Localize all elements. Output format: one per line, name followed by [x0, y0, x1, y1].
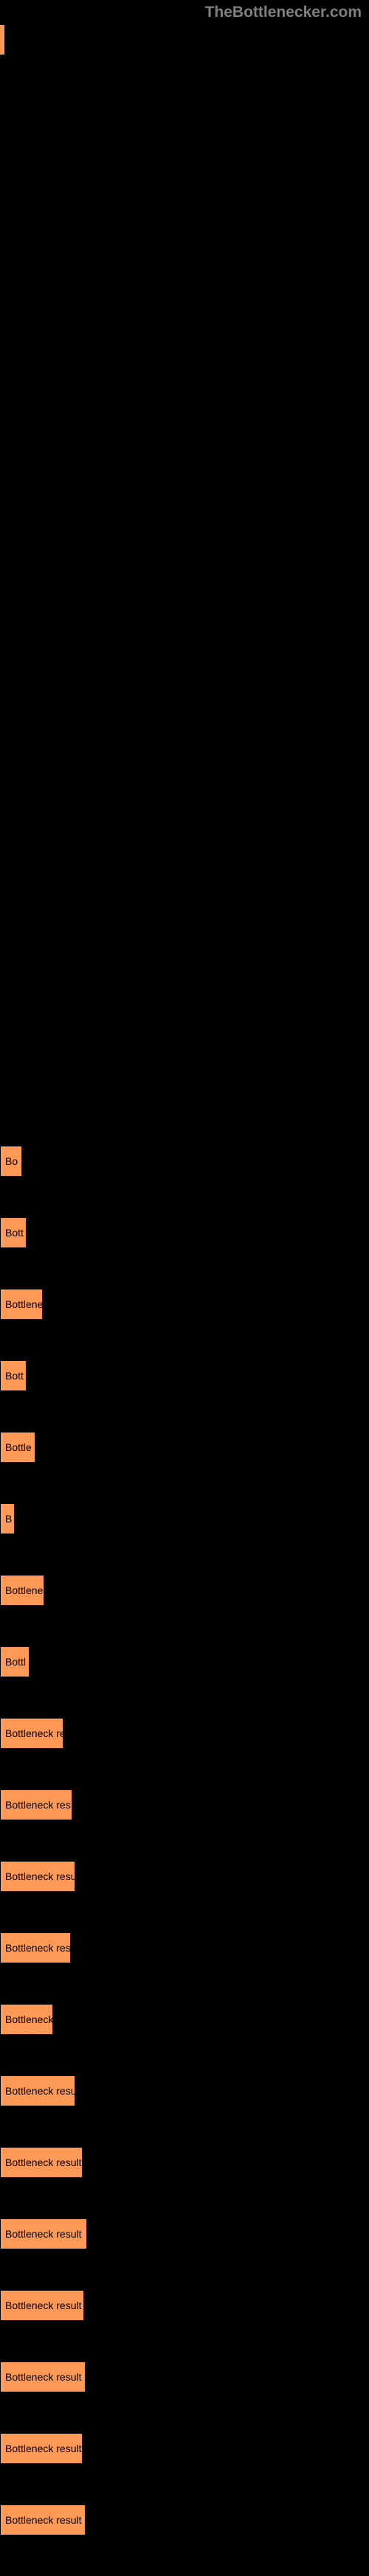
bottleneck-bar: Bottleneck result	[0, 2218, 87, 2249]
bar-group: Bottleneck result	[0, 2361, 369, 2392]
bottleneck-bar: Bottleneck resu	[0, 1861, 75, 1892]
bar-group: Bottleneck resu	[0, 2075, 369, 2106]
bottleneck-bar: Bottleneck re	[0, 1718, 63, 1749]
bottleneck-bar: Bottlene	[0, 1289, 43, 1320]
bottleneck-bar: Bott	[0, 1360, 27, 1391]
bottleneck-bar: B	[0, 1503, 15, 1534]
bottleneck-bar: Bottleneck result	[0, 2147, 83, 2178]
bottleneck-bar: Bottleneck res	[0, 1789, 72, 1820]
bottleneck-bar: Bottleneck result	[0, 2504, 86, 2535]
bottleneck-bar: Bott	[0, 1217, 27, 1248]
bottleneck-bar: Bottl	[0, 1646, 30, 1677]
bottleneck-bar: Bo	[0, 1146, 22, 1177]
bottleneck-bar: Bottlene	[0, 1575, 44, 1606]
bottleneck-bar: Bottleneck res	[0, 1932, 71, 1963]
bar-group: Bottleneck result	[0, 2218, 369, 2249]
bottleneck-bar: Bottle	[0, 1432, 35, 1463]
bottleneck-bar: Bottleneck result	[0, 2290, 84, 2321]
site-logo: TheBottlenecker.com	[0, 0, 369, 21]
bottleneck-bar: Bottleneck result	[0, 2361, 86, 2392]
bottleneck-bar-chart: Bo Bott Bottlene Bott Bottle B Bottlene Bottl Bo…	[0, 1146, 369, 2535]
bar-group: Bottleneck result	[0, 2504, 369, 2535]
bottleneck-bar: Bottleneck resu	[0, 2075, 75, 2106]
bottleneck-bar: Bottleneck	[0, 2004, 53, 2035]
bar-group: Bo	[0, 1146, 369, 1177]
bar-group: Bottleneck result	[0, 2147, 369, 2178]
bar-group: Bottleneck re	[0, 1718, 369, 1749]
bar-group: Bottleneck resu	[0, 1861, 369, 1892]
bar-group: Bottleneck result	[0, 2433, 369, 2464]
bar-group: Bottle	[0, 1432, 369, 1463]
bottleneck-bar: Bottleneck result	[0, 2433, 83, 2464]
bar-group: B	[0, 1503, 369, 1534]
bar-group: Bottleneck result	[0, 2290, 369, 2321]
bar-group: Bottlene	[0, 1289, 369, 1320]
bar-group: Bottleneck res	[0, 1789, 369, 1820]
bar-group: Bott	[0, 1217, 369, 1248]
bar-group: Bottleneck res	[0, 1932, 369, 1963]
orange-side-tab	[0, 25, 4, 55]
bar-group: Bottleneck	[0, 2004, 369, 2035]
bar-group: Bott	[0, 1360, 369, 1391]
bar-group: Bottl	[0, 1646, 369, 1677]
bar-group: Bottlene	[0, 1575, 369, 1606]
